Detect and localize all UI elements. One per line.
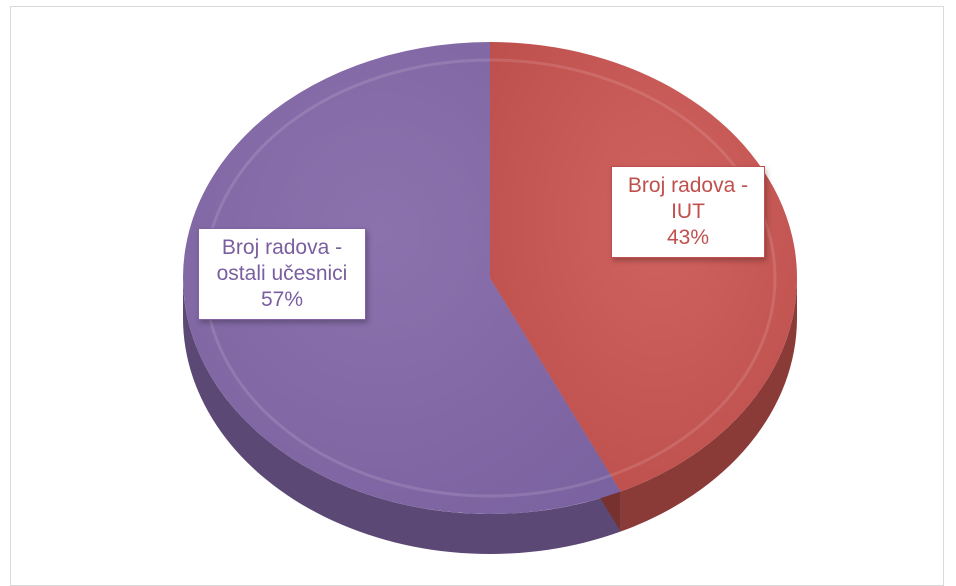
slice-label-iut-line2: IUT — [671, 200, 705, 223]
slice-label-iut: Broj radova - IUT 43% — [611, 166, 765, 258]
pie-slice-side-0 — [620, 278, 797, 532]
pie-slice-top-1 — [182, 42, 621, 514]
pie-slice-top-0 — [490, 42, 797, 492]
slice-label-ostali-ucesnici: Broj radova - ostali učesnici 57% — [198, 228, 366, 320]
slice-label-ostali-line2: ostali učesnici — [216, 262, 348, 285]
pie-top-faces — [182, 42, 797, 514]
pie-slice-side-1 — [183, 278, 621, 554]
slice-label-ostali-line1: Broj radova - — [221, 236, 343, 259]
slice-label-iut-percent: 43% — [666, 226, 710, 249]
slice-label-ostali-percent: 57% — [260, 288, 304, 311]
slice-label-iut-line1: Broj radova - — [627, 174, 749, 197]
